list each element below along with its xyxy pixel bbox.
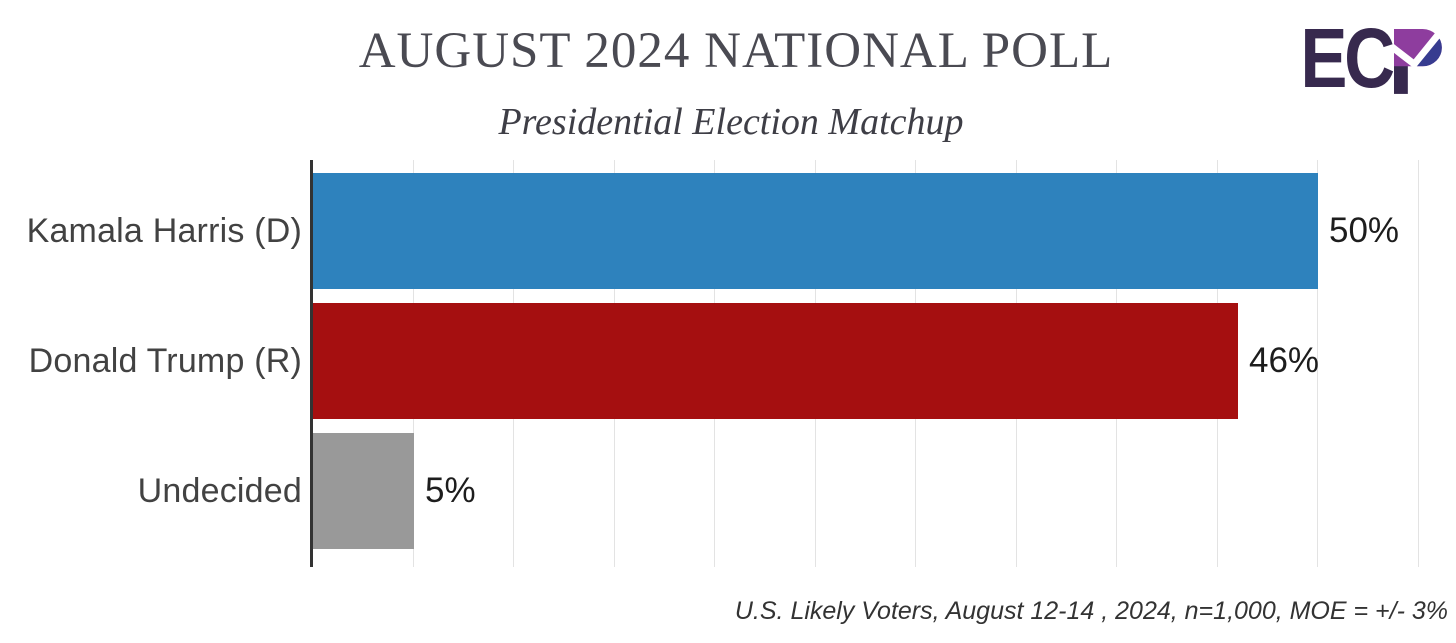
gridline xyxy=(1317,160,1319,567)
bar-3 xyxy=(313,433,414,549)
chart-title: AUGUST 2024 NATIONAL POLL xyxy=(358,23,1114,79)
gridline xyxy=(1417,160,1419,567)
ecp-logo-p-icon xyxy=(1394,29,1444,94)
bar-1 xyxy=(313,173,1318,289)
plot-area: Kamala Harris (D) 50% Donald Trump (R) 46% U… xyxy=(0,160,1456,567)
y-axis-line xyxy=(310,160,313,567)
bar-2 xyxy=(313,303,1238,419)
methodology-note: U.S. Likely Voters, August 12-14 , 2024,… xyxy=(734,597,1448,625)
value-label: 50% xyxy=(1329,211,1400,250)
category-label: Donald Trump (R) xyxy=(28,341,302,380)
category-label: Kamala Harris (D) xyxy=(26,211,302,250)
value-label: 46% xyxy=(1249,341,1320,380)
chart-subtitle: Presidential Election Matchup xyxy=(498,101,964,143)
value-label: 5% xyxy=(425,471,476,510)
ecp-logo-text: EC xyxy=(1300,11,1396,105)
ecp-logo: EC xyxy=(1283,11,1444,105)
category-label: Undecided xyxy=(137,471,302,510)
